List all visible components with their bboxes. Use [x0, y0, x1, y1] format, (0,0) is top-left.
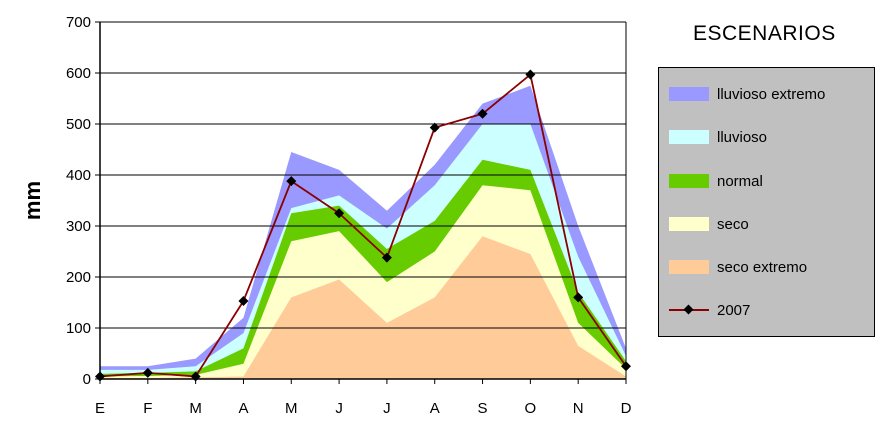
x-tick-label: N	[573, 400, 584, 417]
line-2007	[99, 73, 627, 378]
x-tick-label: A	[238, 400, 248, 417]
legend-item-2007: 2007	[669, 300, 750, 320]
y-tick-label: 700	[66, 14, 91, 31]
x-tick-label: F	[143, 400, 152, 417]
y-tick-label: 0	[83, 371, 91, 388]
x-tick-label: A	[430, 400, 440, 417]
x-tick-label: S	[478, 400, 488, 417]
legend-label: lluvioso extremo	[717, 85, 826, 103]
legend-title: ESCENARIOS	[693, 22, 836, 45]
marker-2007	[525, 69, 536, 80]
marker-2007	[95, 371, 105, 382]
x-tick-label: M	[189, 400, 202, 417]
legend-item-seco: seco	[669, 214, 749, 234]
legend-label: normal	[717, 172, 763, 190]
legend-item-lluvioso: lluvioso	[669, 127, 767, 147]
marker-2007	[429, 122, 440, 133]
marker-2007	[238, 295, 249, 306]
legend-swatch	[669, 87, 709, 101]
x-tick-label: E	[95, 400, 105, 417]
legend-label: seco extremo	[717, 258, 808, 276]
legend: lluvioso extremo lluvioso normal seco se…	[658, 67, 875, 337]
y-tick-label: 200	[66, 269, 91, 286]
marker-2007	[334, 208, 345, 219]
legend-item-normal: normal	[669, 171, 763, 191]
legend-label: lluvioso	[717, 128, 768, 146]
legend-swatch	[669, 260, 709, 274]
marker-2007	[477, 108, 488, 119]
legend-label: seco	[717, 215, 749, 233]
y-tick-label: 600	[66, 65, 91, 82]
x-tick-label: J	[335, 400, 343, 417]
legend-line-swatch	[669, 303, 709, 317]
marker-2007	[573, 292, 584, 303]
x-tick-label: J	[383, 400, 391, 417]
y-tick-label: 400	[66, 167, 91, 184]
legend-item-lluvioso-extremo: lluvioso extremo	[669, 84, 825, 104]
legend-swatch	[669, 217, 709, 231]
marker-2007	[286, 176, 297, 187]
y-tick-label: 100	[66, 320, 91, 337]
x-tick-label: O	[525, 400, 537, 417]
marker-2007	[142, 367, 153, 378]
legend-swatch	[669, 174, 709, 188]
legend-item-seco-extremo: seco extremo	[669, 257, 807, 277]
x-tick-label: M	[285, 400, 298, 417]
legend-swatch	[669, 130, 709, 144]
marker-2007	[381, 252, 392, 263]
y-tick-label: 300	[66, 218, 91, 235]
area-seco-extremo	[100, 236, 626, 379]
legend-label: 2007	[717, 301, 751, 319]
y-tick-label: 500	[66, 116, 91, 133]
y-axis-label: mm	[20, 181, 45, 220]
x-tick-label: D	[621, 400, 632, 417]
marker-2007	[190, 371, 201, 382]
marker-2007	[621, 361, 631, 372]
